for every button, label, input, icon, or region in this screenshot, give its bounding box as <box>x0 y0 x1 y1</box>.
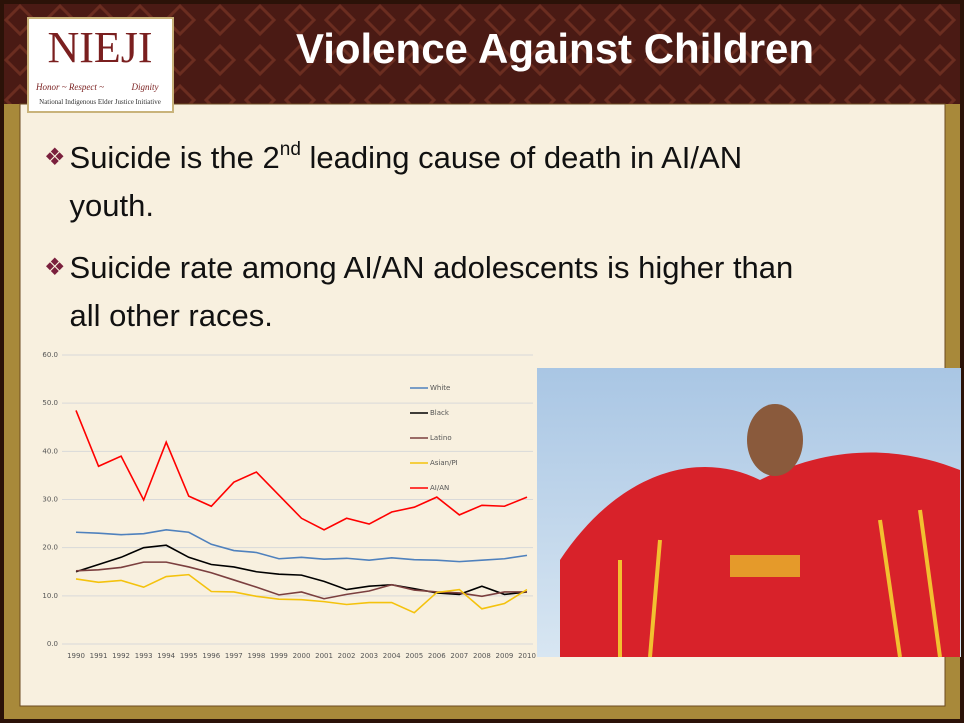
logo-motto: Dignity <box>131 82 159 92</box>
slide-title: Violence Against Children <box>296 25 814 72</box>
logo-motto: Honor ~ Respect ~ <box>35 82 104 92</box>
superscript: nd <box>280 139 301 160</box>
photo-belt <box>730 555 800 577</box>
photo <box>537 368 961 657</box>
bullet-marker: ❖ <box>44 144 66 171</box>
bullet: ❖Suicide rate among AI/AN adolescents is… <box>44 244 844 340</box>
logo-name: NIEJI <box>47 23 152 72</box>
slide: {"header": {"title": "Violence Against C… <box>0 0 964 723</box>
bullet-text: Suicide is the 2nd leading cause of deat… <box>70 134 830 230</box>
bullet: ❖Suicide is the 2nd leading cause of dea… <box>44 134 844 230</box>
slide-frame: NIEJI Honor ~ Respect ~ Dignity National… <box>0 0 964 723</box>
text: Suicide is the 2 <box>70 140 280 175</box>
logo-caption: National Indigenous Elder Justice Initia… <box>39 98 161 106</box>
bullet-text: Suicide rate among AI/AN adolescents is … <box>70 244 830 340</box>
bullet-marker: ❖ <box>44 254 66 281</box>
photo-face <box>747 404 803 476</box>
